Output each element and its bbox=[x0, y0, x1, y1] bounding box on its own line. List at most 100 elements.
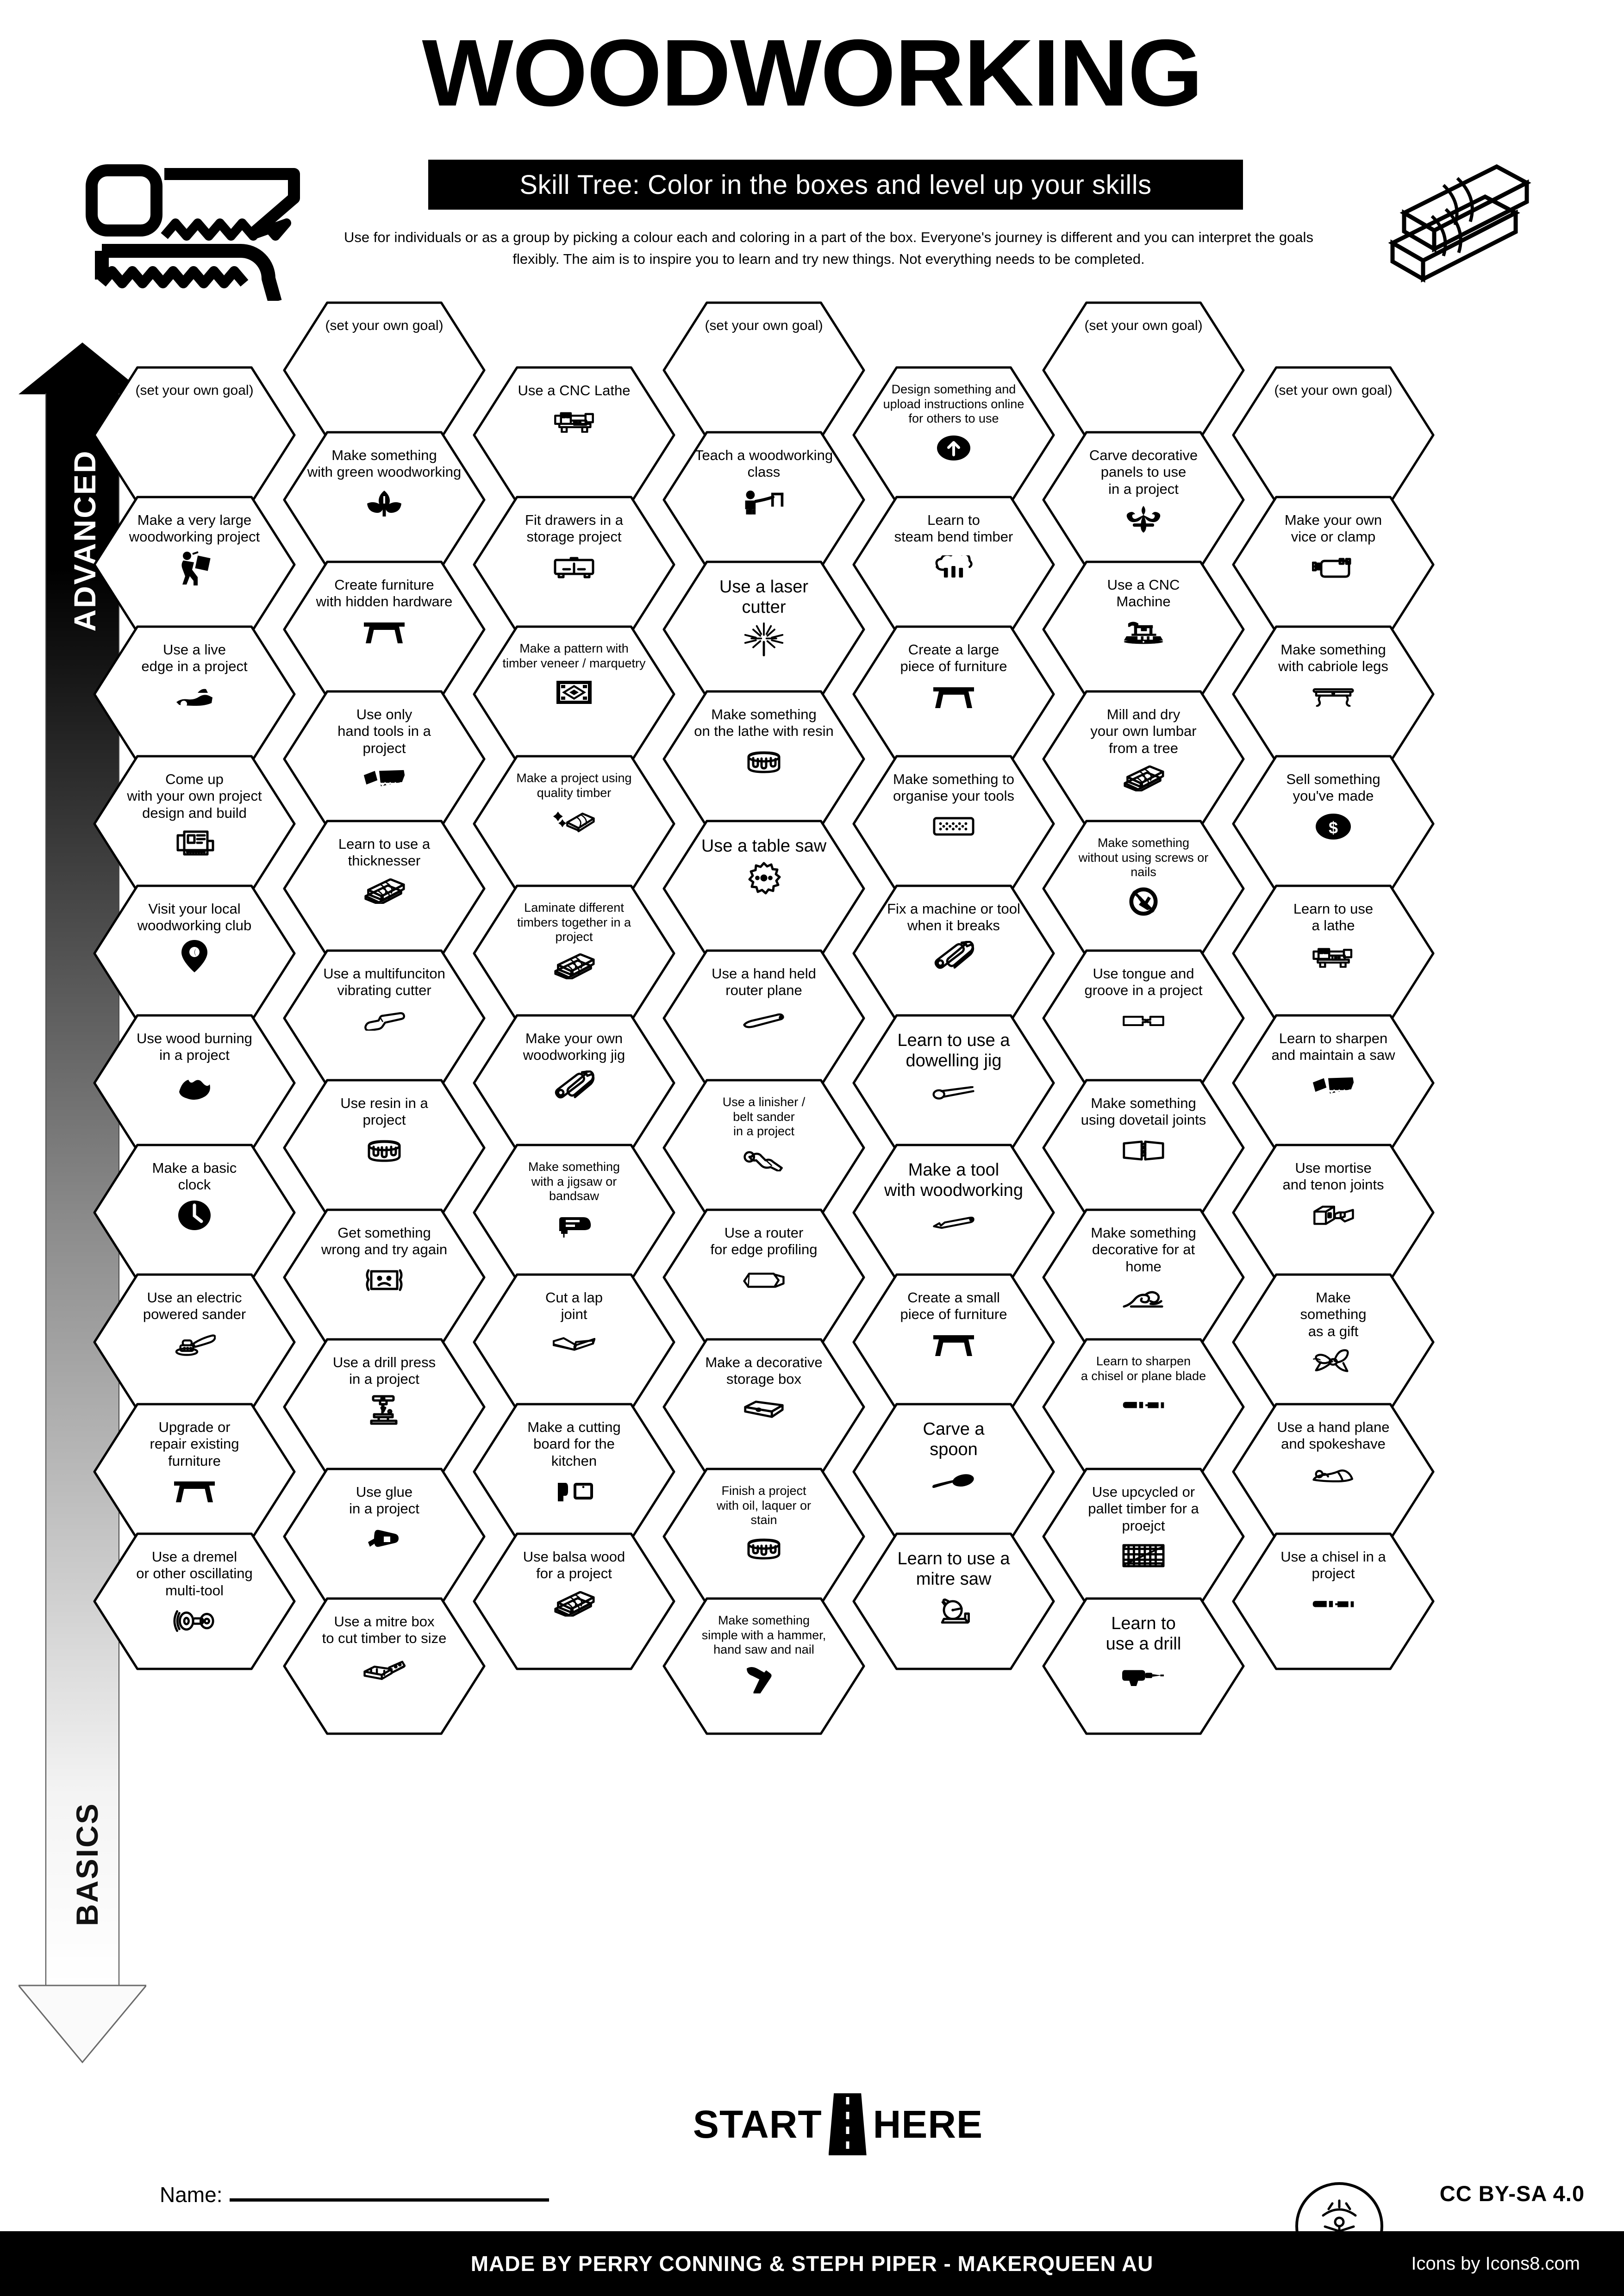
skill-hex[interactable]: Use tongue and groove in a project bbox=[1042, 949, 1245, 1088]
skill-hex[interactable]: (set your own goal) bbox=[1042, 301, 1245, 440]
name-input[interactable] bbox=[230, 2198, 550, 2202]
skill-hex[interactable]: Fit drawers in a storage project bbox=[472, 495, 676, 634]
skill-hex[interactable]: Use a CNC Lathe bbox=[472, 366, 676, 504]
skill-hex[interactable]: Learn to sharpen and maintain a saw bbox=[1231, 1014, 1435, 1152]
skill-hex[interactable]: Make something with green woodworking bbox=[282, 430, 486, 569]
skill-hex[interactable]: Learn to use a thicknesser bbox=[282, 819, 486, 958]
skill-hex[interactable]: Use upcycled or pallet timber for a proejc… bbox=[1042, 1467, 1245, 1606]
skill-hex[interactable]: Fix a machine or tool when it breaks bbox=[852, 884, 1056, 1023]
skill-hex[interactable]: Mill and dry your own lumbar from a tree bbox=[1042, 690, 1245, 828]
skill-hex[interactable]: Learn to sharpen a chisel or plane blade bbox=[1042, 1338, 1245, 1476]
skill-hex[interactable]: Make something without using screws or nai… bbox=[1042, 819, 1245, 958]
skill-hex[interactable]: Create furniture with hidden hardware bbox=[282, 560, 486, 699]
skill-label: Mill and dry your own lumbar from a tree bbox=[1090, 706, 1197, 756]
skill-hex[interactable]: Use mortise and tenon joints bbox=[1231, 1143, 1435, 1282]
skill-hex[interactable]: Make something simple with a hammer, hand … bbox=[662, 1597, 866, 1736]
skill-hex[interactable]: Make something with a jigsaw or bandsaw bbox=[472, 1143, 676, 1282]
skill-hex[interactable]: Sell something you've made $ bbox=[1231, 754, 1435, 893]
skill-label: Fit drawers in a storage project bbox=[525, 512, 623, 545]
skill-hex[interactable]: Make something on the lathe with resin bbox=[662, 690, 866, 828]
skill-hex[interactable]: Learn to steam bend timber bbox=[852, 495, 1056, 634]
skill-label: Come up with your own project design and b… bbox=[127, 771, 262, 821]
skill-hex[interactable]: Make a project using quality timber bbox=[472, 754, 676, 893]
footer-credits: MADE BY PERRY CONNING & STEPH PIPER - MA… bbox=[470, 2252, 1154, 2276]
skill-label: Use glue in a project bbox=[349, 1484, 419, 1517]
skill-label: Design something and upload instructions … bbox=[883, 382, 1024, 426]
drill-press-icon bbox=[363, 1392, 406, 1428]
skill-hex[interactable]: Use a live edge in a project bbox=[93, 625, 296, 764]
skill-hex[interactable]: Learn to use a drill bbox=[1042, 1597, 1245, 1736]
skill-hex[interactable]: Make something to organise your tools bbox=[852, 754, 1056, 893]
skill-hex[interactable]: (set your own goal) bbox=[662, 301, 866, 440]
skill-hex[interactable]: Use a table saw bbox=[662, 819, 866, 958]
handsaw-icon bbox=[363, 760, 406, 796]
page-header: WOODWORKING Skill Tree: Color in the box… bbox=[0, 0, 1624, 305]
skill-hex[interactable]: (set your own goal) bbox=[282, 301, 486, 440]
skill-hex[interactable]: Make a cutting board for the kitchen bbox=[472, 1402, 676, 1541]
skill-hex[interactable]: Make a tool with woodworking bbox=[852, 1143, 1056, 1282]
skill-hex[interactable]: Use a hand plane and spokeshave bbox=[1231, 1402, 1435, 1541]
skill-hex[interactable]: Use a mitre box to cut timber to size bbox=[282, 1597, 486, 1736]
skill-label: Learn to use a thicknesser bbox=[338, 836, 431, 869]
skill-hex[interactable]: Carve decorative panels to use in a projec… bbox=[1042, 430, 1245, 569]
skill-hex[interactable]: Use a drill press in a project bbox=[282, 1338, 486, 1476]
skill-label: Make something decorative for at home bbox=[1091, 1225, 1196, 1275]
skill-label: Make something to organise your tools bbox=[893, 771, 1014, 804]
skill-hex[interactable]: Cut a lap joint bbox=[472, 1273, 676, 1412]
skill-hex[interactable]: Carve a spoon bbox=[852, 1402, 1056, 1541]
skill-hex[interactable]: Make a pattern with timber veneer / marqu… bbox=[472, 625, 676, 764]
skill-hex[interactable]: Make your own vice or clamp bbox=[1231, 495, 1435, 634]
skill-hex[interactable]: Use a chisel in a project bbox=[1231, 1532, 1435, 1671]
skill-label: Make a very large woodworking project bbox=[129, 512, 260, 545]
skill-label: Fix a machine or tool when it breaks bbox=[887, 901, 1020, 934]
skill-hex[interactable]: Use only hand tools in a project bbox=[282, 690, 486, 828]
tools-cross-icon bbox=[553, 1068, 595, 1104]
blueprint-icon bbox=[173, 825, 216, 861]
skill-hex[interactable]: Make a decorative storage box bbox=[662, 1338, 866, 1476]
skill-hex[interactable]: Learn to use a lathe bbox=[1231, 884, 1435, 1023]
skill-hex[interactable]: Come up with your own project design and b… bbox=[93, 754, 296, 893]
skill-hex[interactable]: (set your own goal) bbox=[93, 366, 296, 504]
skill-hex[interactable]: Use glue in a project bbox=[282, 1467, 486, 1606]
skill-label: (set your own goal) bbox=[705, 318, 823, 333]
skill-label: Use a laser cutter bbox=[719, 577, 809, 617]
skill-hex[interactable]: Create a small piece of furniture bbox=[852, 1273, 1056, 1412]
hex-outline bbox=[662, 1597, 865, 1735]
skill-hex[interactable]: Use a CNC Machine bbox=[1042, 560, 1245, 699]
skill-hex[interactable]: Make something decorative for at home bbox=[1042, 1208, 1245, 1347]
skill-hex[interactable]: Make a very large woodworking project bbox=[93, 495, 296, 634]
skill-hex[interactable]: Visit your local woodworking club bbox=[93, 884, 296, 1023]
skill-hex[interactable]: Finish a project with oil, laquer or stain bbox=[662, 1467, 866, 1606]
skill-hex[interactable]: Use an electric powered sander bbox=[93, 1273, 296, 1412]
skill-hex[interactable]: Use a linisher / belt sander in a project bbox=[662, 1078, 866, 1217]
skill-hex[interactable]: Create a large piece of furniture bbox=[852, 625, 1056, 764]
glue-bottle-icon bbox=[363, 1521, 406, 1557]
upload-circle-icon bbox=[932, 430, 975, 466]
skill-hex[interactable]: Upgrade or repair existing furniture bbox=[93, 1402, 296, 1541]
skill-hex[interactable]: Teach a woodworking class bbox=[662, 430, 866, 569]
skill-hex[interactable]: Make your own woodworking jig bbox=[472, 1014, 676, 1152]
skill-hex[interactable]: Use wood burning in a project bbox=[93, 1014, 296, 1152]
skill-hex[interactable]: Make something as a gift bbox=[1231, 1273, 1435, 1412]
skill-hex[interactable]: Use a hand held router plane bbox=[662, 949, 866, 1088]
skill-hex[interactable]: Learn to use a dowelling jig bbox=[852, 1014, 1056, 1152]
skill-hex[interactable]: (set your own goal) bbox=[1231, 366, 1435, 504]
skill-label: Finish a project with oil, laquer or stain bbox=[716, 1484, 812, 1527]
skill-hex[interactable]: Make something using dovetail joints bbox=[1042, 1078, 1245, 1217]
skill-hex[interactable]: Design something and upload instructions … bbox=[852, 366, 1056, 504]
skill-hex[interactable]: Learn to use a mitre saw bbox=[852, 1532, 1056, 1671]
skill-label: Make a basic clock bbox=[152, 1160, 237, 1193]
skill-hex[interactable]: Use balsa wood for a project bbox=[472, 1532, 676, 1671]
skill-hex[interactable]: Use resin in a project bbox=[282, 1078, 486, 1217]
skill-hex[interactable]: Use a multifunciton vibrating cutter bbox=[282, 949, 486, 1088]
skill-hex[interactable]: Make a basic clock bbox=[93, 1143, 296, 1282]
skill-hex[interactable]: Use a router for edge profiling bbox=[662, 1208, 866, 1347]
subtitle-text: Skill Tree: Color in the boxes and level… bbox=[519, 169, 1152, 200]
tongue-groove-icon bbox=[1122, 1003, 1165, 1039]
skill-hex[interactable]: Use a dremel or other oscillating multi-to… bbox=[93, 1532, 296, 1671]
skill-hex[interactable]: Make something with cabriole legs bbox=[1231, 625, 1435, 764]
skill-hex[interactable]: Get something wrong and try again bbox=[282, 1208, 486, 1347]
skill-hex[interactable]: Use a laser cutter bbox=[662, 560, 866, 699]
